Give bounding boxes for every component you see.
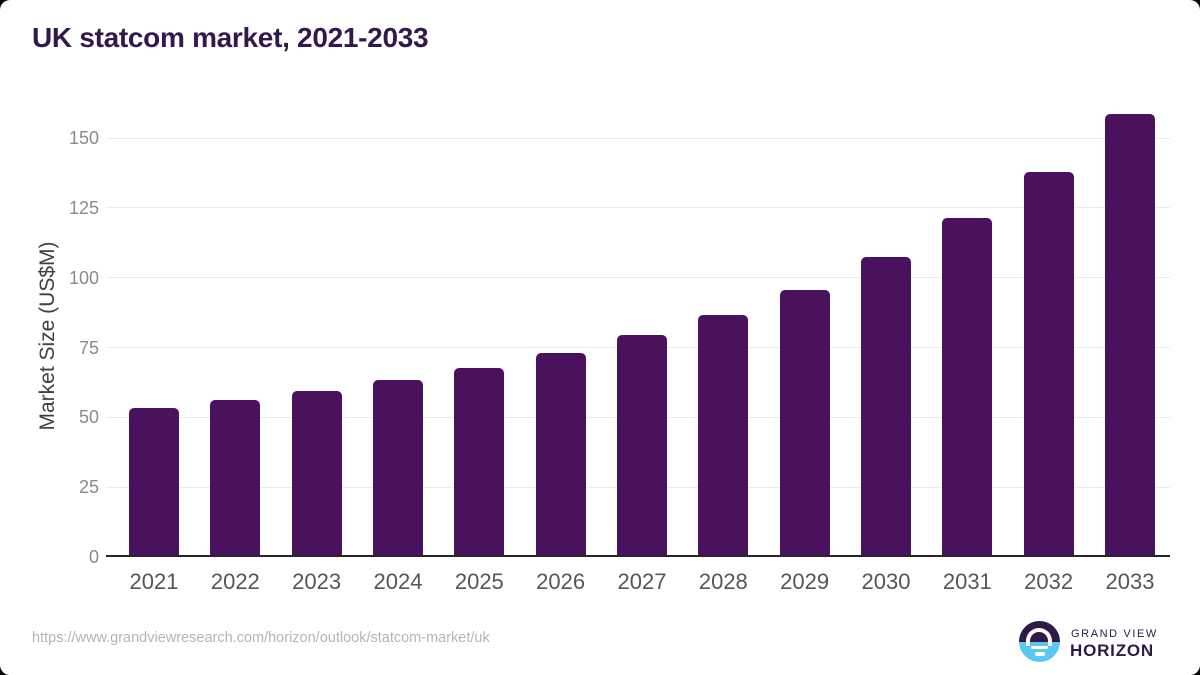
y-tick-label-100: 100 [68,267,99,288]
x-tick-label-2021: 2021 [129,569,179,594]
chart-title: UK statcom market, 2021-2033 [32,22,429,53]
bar-2021 [129,407,179,557]
x-tick-label-2028: 2028 [698,569,748,594]
y-tick-label-150: 150 [68,128,99,149]
horizon-sunrise-icon [1019,621,1060,662]
gridline-125 [106,207,1170,209]
logo-text-horizon: HORIZON [1070,641,1154,660]
logo-text-grand-view: GRAND VIEW [1071,628,1158,640]
bar-2031 [942,218,993,557]
x-tick-label-2024: 2024 [373,569,423,594]
y-tick-label-125: 125 [68,197,99,218]
x-axis-line [106,555,1170,557]
grand-view-horizon-logo: GRAND VIEW HORIZON [1019,621,1169,663]
bar-2023 [291,390,342,557]
x-tick-label-2023: 2023 [292,569,342,594]
y-tick-label-0: 0 [88,547,99,567]
x-tick-label-2022: 2022 [210,569,260,594]
bar-2029 [779,289,830,557]
bar-2032 [1023,171,1074,557]
bar-2024 [373,379,423,557]
bar-2026 [535,353,586,557]
bar-2033 [1105,114,1155,557]
x-tick-label-2025: 2025 [454,569,504,594]
logo-sun-arc [1026,628,1052,646]
x-tick-label-2032: 2032 [1024,569,1074,594]
bar-2030 [861,257,911,557]
logo-sea-half [1019,641,1060,662]
x-tick-label-2033: 2033 [1105,569,1155,594]
bar-2028 [698,314,749,557]
x-tick-label-2030: 2030 [861,569,911,594]
x-tick-label-2029: 2029 [780,569,830,594]
x-tick-label-2031: 2031 [942,569,992,594]
gridline-100 [106,277,1170,279]
x-tick-label-2027: 2027 [617,569,667,594]
logo-reflection-line [1031,645,1048,650]
y-tick-label-75: 75 [78,337,99,358]
bar-2025 [454,367,505,557]
bar-2027 [617,335,667,557]
y-tick-label-25: 25 [78,477,99,498]
y-tick-label-50: 50 [78,407,99,428]
bar-2022 [210,399,261,557]
gridline-150 [106,137,1170,139]
logo-reflection-line [1034,652,1045,656]
x-tick-label-2026: 2026 [536,569,586,594]
source-url: https://www.grandviewresearch.com/horizo… [32,630,490,646]
